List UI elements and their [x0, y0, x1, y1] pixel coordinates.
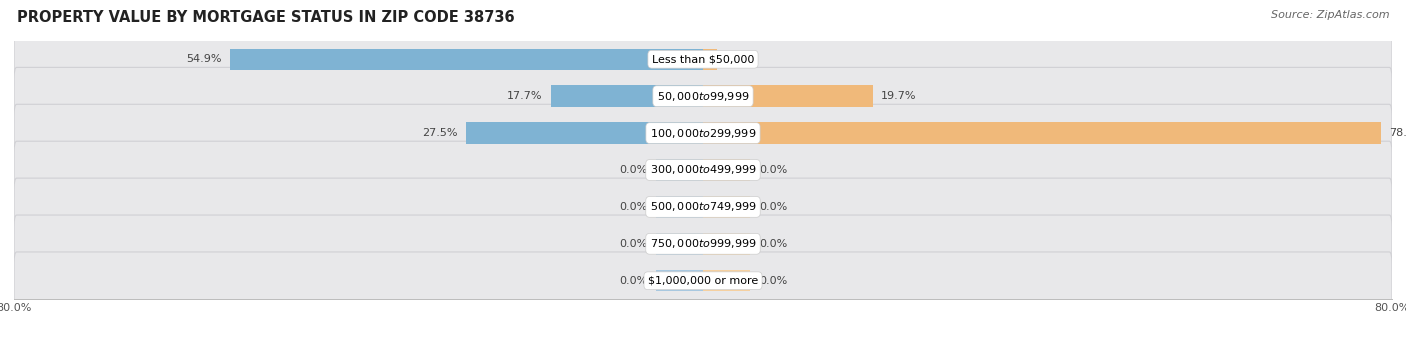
- Bar: [655, 233, 703, 255]
- FancyBboxPatch shape: [14, 141, 1392, 199]
- Text: 17.7%: 17.7%: [506, 91, 541, 101]
- Text: 0.0%: 0.0%: [619, 276, 647, 286]
- Bar: [655, 159, 703, 181]
- FancyBboxPatch shape: [14, 104, 1392, 162]
- Bar: [703, 270, 751, 291]
- Text: Source: ZipAtlas.com: Source: ZipAtlas.com: [1271, 10, 1389, 20]
- Text: $300,000 to $499,999: $300,000 to $499,999: [650, 164, 756, 176]
- Text: 54.9%: 54.9%: [186, 54, 222, 64]
- Bar: [703, 85, 873, 107]
- Text: 1.6%: 1.6%: [725, 54, 754, 64]
- Text: $50,000 to $99,999: $50,000 to $99,999: [657, 90, 749, 103]
- Text: 0.0%: 0.0%: [619, 165, 647, 175]
- FancyBboxPatch shape: [14, 178, 1392, 236]
- Bar: [655, 196, 703, 218]
- Bar: [551, 85, 703, 107]
- Text: 0.0%: 0.0%: [759, 239, 787, 249]
- Text: PROPERTY VALUE BY MORTGAGE STATUS IN ZIP CODE 38736: PROPERTY VALUE BY MORTGAGE STATUS IN ZIP…: [17, 10, 515, 25]
- FancyBboxPatch shape: [14, 31, 1392, 88]
- Text: 0.0%: 0.0%: [759, 165, 787, 175]
- Bar: [655, 270, 703, 291]
- Text: $100,000 to $299,999: $100,000 to $299,999: [650, 126, 756, 140]
- Text: 78.7%: 78.7%: [1389, 128, 1406, 138]
- FancyBboxPatch shape: [14, 252, 1392, 309]
- Bar: [703, 196, 751, 218]
- Bar: [467, 122, 703, 144]
- FancyBboxPatch shape: [14, 67, 1392, 125]
- Text: 0.0%: 0.0%: [759, 276, 787, 286]
- Bar: [703, 233, 751, 255]
- Bar: [231, 49, 703, 70]
- Text: Less than $50,000: Less than $50,000: [652, 54, 754, 64]
- Text: $750,000 to $999,999: $750,000 to $999,999: [650, 237, 756, 250]
- Text: 0.0%: 0.0%: [759, 202, 787, 212]
- Text: 19.7%: 19.7%: [882, 91, 917, 101]
- Text: 0.0%: 0.0%: [619, 202, 647, 212]
- Text: $1,000,000 or more: $1,000,000 or more: [648, 276, 758, 286]
- FancyBboxPatch shape: [14, 215, 1392, 273]
- Bar: [703, 49, 717, 70]
- Text: 27.5%: 27.5%: [422, 128, 457, 138]
- Bar: [703, 159, 751, 181]
- Bar: [703, 122, 1381, 144]
- Text: 0.0%: 0.0%: [619, 239, 647, 249]
- Text: $500,000 to $749,999: $500,000 to $749,999: [650, 200, 756, 214]
